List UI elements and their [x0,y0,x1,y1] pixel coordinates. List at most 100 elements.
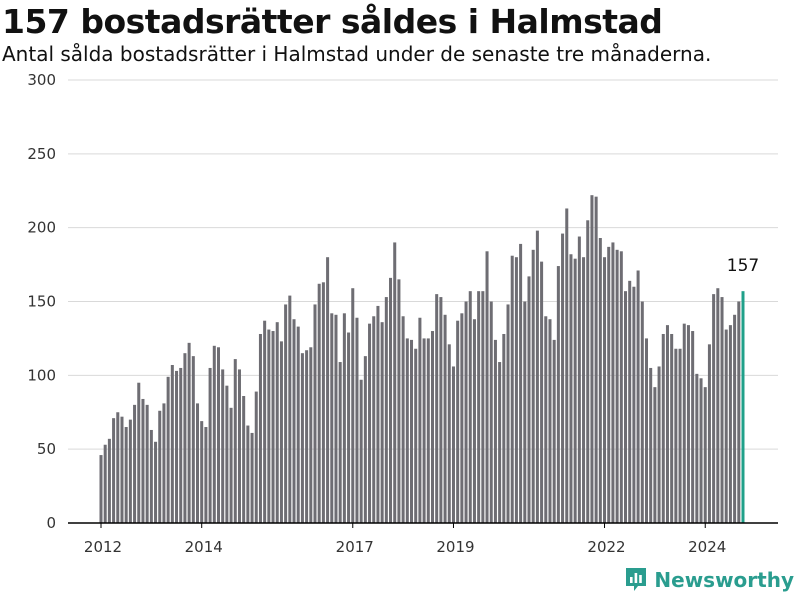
bar [418,317,422,523]
bar [493,339,497,523]
bar [195,403,200,523]
bar [519,243,523,523]
bar [141,398,145,523]
bar [443,314,447,523]
bar [414,348,418,523]
x-axis: 2012 2014 2017 2019 2022 2024 [68,522,778,556]
bar [695,373,699,523]
bar [456,320,460,523]
bar [162,403,166,523]
bar [389,277,393,523]
y-tick-label: 250 [27,145,56,163]
bar [724,329,728,523]
bar [409,339,414,523]
bar [615,249,619,524]
bar [305,350,309,523]
bar [401,316,405,523]
bar [510,255,514,523]
y-tick-label: 0 [46,514,56,532]
bar [242,396,246,523]
bar [317,283,321,523]
bar [737,301,741,523]
bar [632,286,636,523]
newsworthy-logo-icon [626,568,647,591]
brand-logo[interactable]: Newsworthy [624,566,794,594]
bar [191,356,195,523]
bar [334,314,338,523]
bar [397,279,401,523]
bar [233,359,237,523]
chart-title: 157 bostadsrätter såldes i Halmstad [2,2,663,41]
last-value-label: 157 [727,256,759,276]
bar [422,338,426,523]
bar [300,353,304,523]
bar [653,387,657,523]
bar [359,379,363,523]
bar [649,367,653,523]
x-tick-label: 2014 [185,538,223,556]
bar [187,342,191,523]
bar [712,294,716,523]
bar [464,301,468,523]
bar [229,407,233,523]
bar [342,313,346,523]
bar [451,366,455,523]
bar [603,257,607,523]
bar [573,258,577,523]
bar [380,322,384,523]
bar [670,333,674,523]
bar [250,432,254,523]
bar [372,316,376,523]
bar [338,362,342,523]
bar [292,319,296,523]
bar [376,305,380,523]
bar [628,280,632,523]
bar [351,288,355,523]
bar [275,322,279,523]
bar [99,455,103,523]
bar [405,338,409,523]
bar [565,208,569,523]
bar [212,345,216,523]
bar [527,276,531,523]
bar [284,304,288,523]
bar [154,441,158,523]
bar [246,425,250,523]
bar [221,369,225,523]
y-tick-label: 150 [27,293,56,311]
bar [607,246,611,523]
bar [674,348,678,523]
bar [535,230,539,523]
bar [149,429,153,523]
bar [279,341,283,523]
bar [623,291,628,523]
bar [116,412,120,523]
bar [657,366,661,523]
bar [145,404,149,523]
bar [619,251,623,523]
bar [502,333,506,523]
bar [540,261,544,523]
bar [481,291,485,523]
x-tick-label: 2024 [688,538,726,556]
bars [99,195,745,524]
bar [128,419,132,523]
bar [254,391,258,523]
bar [691,331,695,523]
bar [686,325,690,523]
bar [347,332,351,523]
bar [548,319,552,523]
bar [733,314,737,523]
bar [368,323,372,523]
bar [384,297,388,523]
bar [447,344,451,523]
bar [506,304,510,523]
x-tick-label: 2017 [336,538,374,556]
bar [594,196,598,523]
bar [204,427,208,523]
bar [598,238,602,523]
bar [716,288,720,523]
bar [313,304,317,523]
bar [137,382,141,523]
